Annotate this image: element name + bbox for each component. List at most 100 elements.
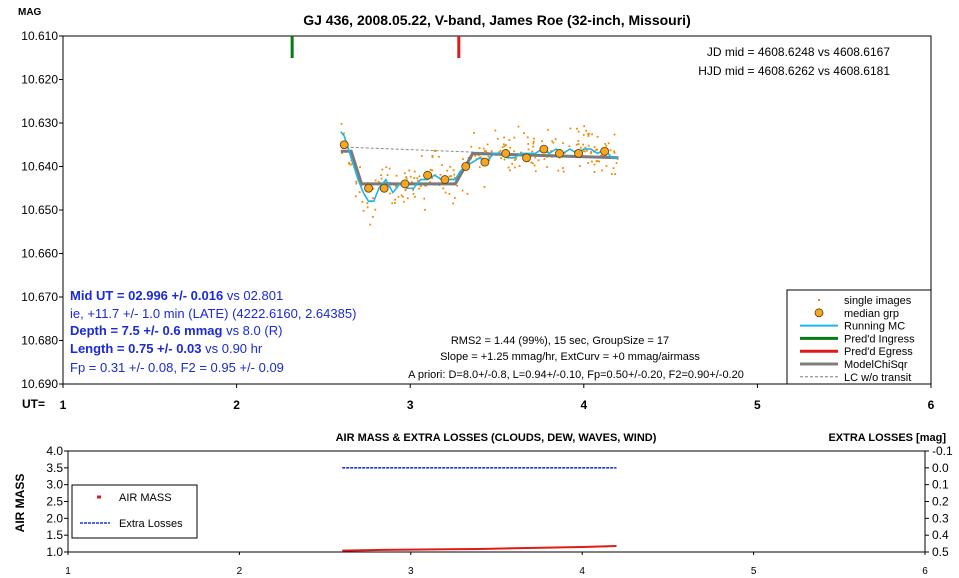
single-image-point xyxy=(514,159,516,161)
fit-info-block: RMS2 = 1.44 (99%), 15 sec, GroupSize = 1… xyxy=(408,335,744,381)
single-image-point xyxy=(380,177,383,180)
single-image-point xyxy=(374,179,377,182)
single-image-point xyxy=(406,197,409,200)
single-image-point xyxy=(408,169,411,172)
single-image-point xyxy=(587,144,590,147)
single-image-point xyxy=(431,154,434,157)
single-image-point xyxy=(442,187,445,190)
single-image-point xyxy=(599,154,602,157)
single-image-point xyxy=(532,140,535,143)
single-image-point xyxy=(605,144,608,147)
single-image-point xyxy=(507,166,510,169)
single-image-point xyxy=(418,187,420,190)
bottom-chart-marks xyxy=(342,467,617,552)
single-image-point xyxy=(596,160,599,162)
top-y-ticks: 10.610 10.620 10.630 10.640 10.650 10.660 10.6… xyxy=(21,29,63,391)
single-image-point xyxy=(381,168,384,171)
top-legend-label: Pred'd Ingress xyxy=(844,333,915,345)
single-image-point xyxy=(605,165,608,167)
single-image-point xyxy=(504,143,507,146)
single-image-point xyxy=(518,165,521,167)
single-image-point xyxy=(513,150,516,153)
single-image-point xyxy=(583,150,586,153)
single-image-point xyxy=(613,133,616,136)
single-image-point xyxy=(585,129,588,132)
single-image-point xyxy=(509,146,512,149)
single-image-point xyxy=(385,166,388,169)
bottom-y-ticks: 1.0 1.5 2.0 2.5 3.0 3.5 4.0 xyxy=(46,444,68,559)
bottom-y-axis-label: AIR MASS xyxy=(13,474,27,533)
single-image-point xyxy=(549,150,552,152)
single-image-point xyxy=(452,202,455,205)
single-image-point xyxy=(386,174,389,176)
single-image-point xyxy=(531,162,534,165)
single-image-point xyxy=(500,157,503,160)
bottom-x-tick-label: 5 xyxy=(751,566,757,577)
single-image-point xyxy=(613,150,616,153)
single-image-point xyxy=(543,158,546,160)
single-image-point xyxy=(354,195,357,198)
fit-info-apriori: A priori: D=8.0+/-0.8, L=0.94+/-0.10, Fp… xyxy=(408,369,744,381)
result-length-bold: Length = 0.75 +/- 0.03 xyxy=(70,341,202,356)
single-image-point xyxy=(369,223,372,226)
single-image-point xyxy=(496,137,499,140)
single-image-point xyxy=(503,145,506,148)
median-group-point xyxy=(600,146,610,156)
hjd-mid-text: HJD mid = 4608.6262 vs 4608.6181 xyxy=(698,64,890,78)
single-image-point xyxy=(348,161,350,164)
single-image-point xyxy=(355,182,358,185)
bottom-y-tick-label: 2.5 xyxy=(46,495,63,509)
top-y-tick-label: 10.660 xyxy=(21,247,58,261)
single-image-point xyxy=(576,127,578,130)
median-group-point xyxy=(379,183,389,193)
single-image-point xyxy=(517,125,520,128)
single-image-point xyxy=(349,163,352,166)
single-image-point xyxy=(532,142,535,145)
top-legend-label: ModelChiSqr xyxy=(844,359,908,371)
single-image-point xyxy=(482,147,485,150)
single-image-point xyxy=(499,149,502,152)
single-image-point xyxy=(522,132,525,135)
single-image-point xyxy=(439,173,442,176)
bottom-x-ticks: 1 2 3 4 5 6 xyxy=(65,552,928,577)
single-image-point xyxy=(596,148,599,151)
single-image-point xyxy=(449,165,452,168)
single-image-point xyxy=(366,202,369,205)
bottom-x-tick-label: 4 xyxy=(579,566,585,577)
single-image-point xyxy=(404,189,407,192)
single-image-point xyxy=(413,177,416,179)
top-chart-title: GJ 436, 2008.05.22, V-band, James Roe (3… xyxy=(303,12,691,28)
top-x-tick-label: 5 xyxy=(754,398,761,412)
result-mid-ut-bold: Mid UT = 02.996 +/- 0.016 xyxy=(70,288,223,303)
fit-info-rms: RMS2 = 1.44 (99%), 15 sec, GroupSize = 1… xyxy=(451,335,669,347)
top-y-tick-label: 10.650 xyxy=(21,203,58,217)
single-image-point xyxy=(609,149,612,152)
bottom-y2-tick-label: 0.5 xyxy=(932,545,949,559)
top-legend-label: median grp xyxy=(844,308,899,320)
single-image-point xyxy=(486,143,489,146)
single-image-point xyxy=(488,159,491,162)
single-image-point xyxy=(412,188,414,191)
single-image-point xyxy=(537,159,540,162)
single-image-point xyxy=(429,168,432,171)
single-image-point xyxy=(414,195,416,198)
single-image-point xyxy=(531,150,534,153)
single-image-point xyxy=(508,139,511,141)
single-image-point xyxy=(362,209,365,212)
single-image-point xyxy=(587,162,590,164)
top-plot-area xyxy=(62,35,932,385)
single-image-point xyxy=(562,170,565,173)
single-image-point xyxy=(340,122,343,125)
single-image-point xyxy=(361,200,364,203)
median-group-point xyxy=(423,170,432,180)
bottom-y-tick-label: 2.0 xyxy=(46,511,63,525)
median-group-point xyxy=(555,149,564,158)
single-image-point xyxy=(547,128,549,131)
single-image-point xyxy=(582,143,585,146)
result-timing: ie, +11.7 +/- 1.0 min (LATE) (4222.6160,… xyxy=(70,306,356,321)
single-image-point xyxy=(513,166,516,169)
single-image-point xyxy=(562,142,564,145)
top-legend-label: LC w/o transit xyxy=(844,372,911,384)
single-image-point xyxy=(527,143,530,145)
